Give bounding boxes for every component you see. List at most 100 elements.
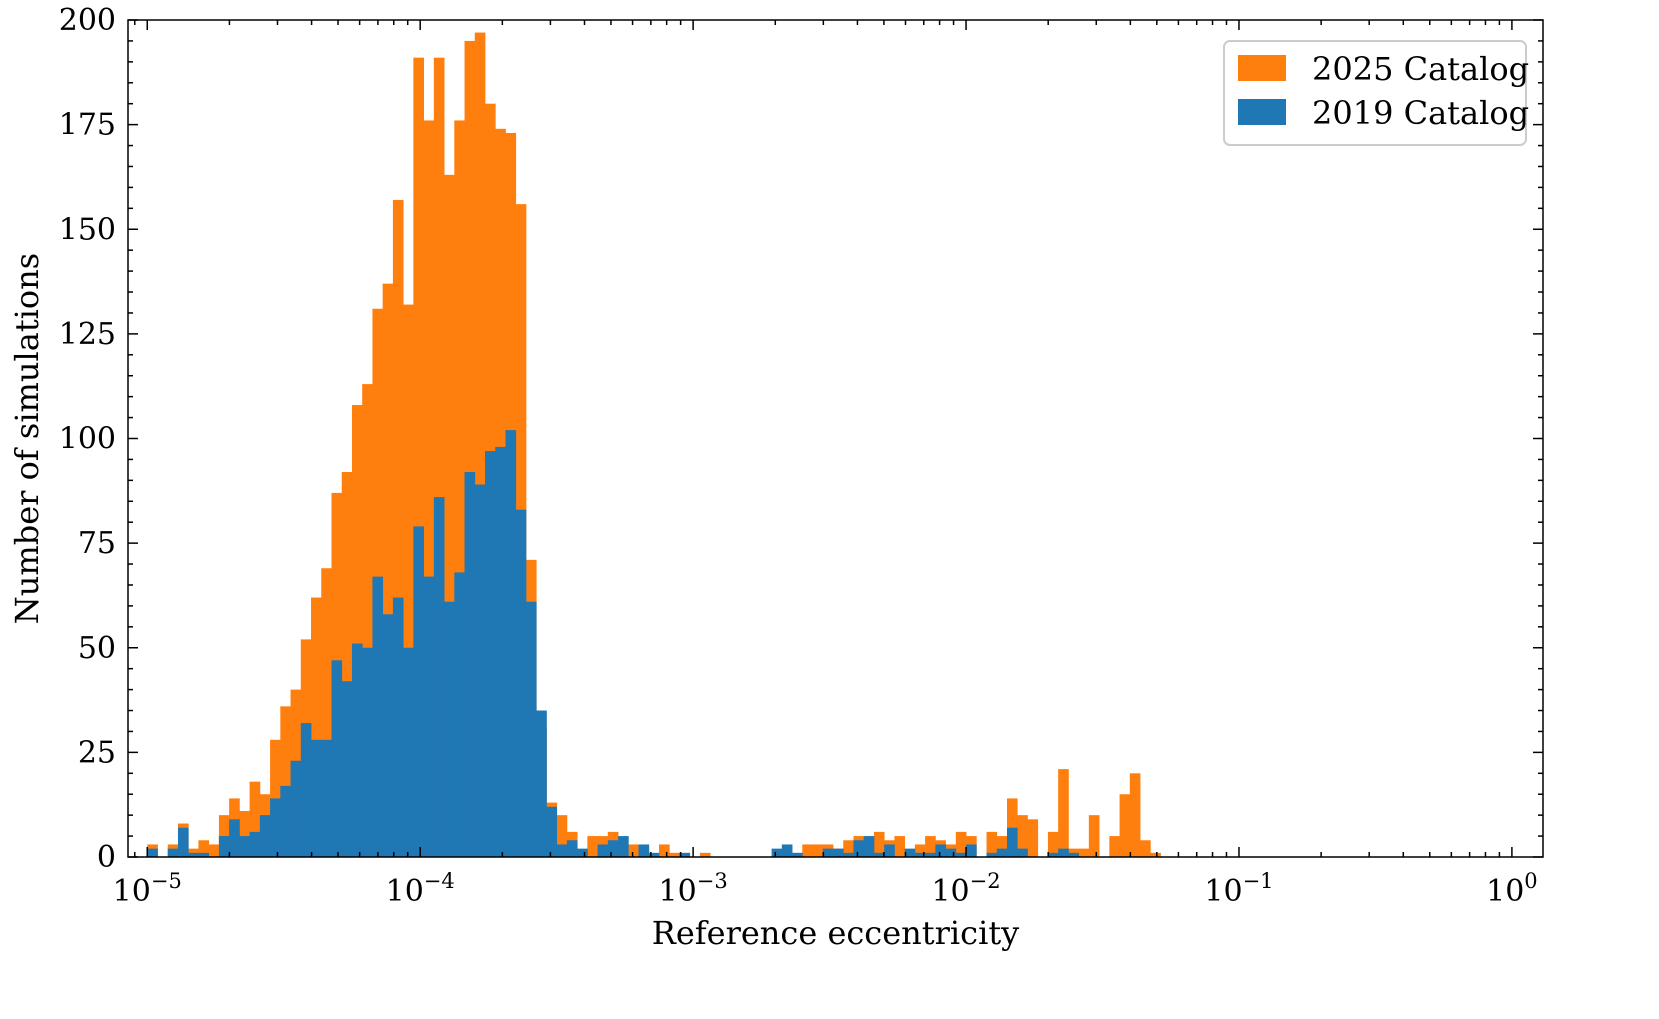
legend-label-2019-catalog: 2019 Catalog [1312, 94, 1529, 132]
bar-2019-catalog-16 [311, 739, 322, 857]
y-tick-label: 150 [59, 212, 116, 247]
bar-2025-catalog-76 [925, 836, 936, 857]
bar-2025-catalog-7 [218, 815, 230, 857]
bar-2025-catalog-97 [1140, 840, 1151, 857]
bar-2025-catalog-29 [444, 174, 455, 858]
x-tick-label: 10−3 [659, 869, 728, 909]
bar-2019-catalog-20 [351, 643, 363, 857]
bar-2025-catalog-95 [1119, 794, 1131, 857]
legend-label-2025-catalog: 2025 Catalog [1312, 50, 1529, 88]
bar-2019-catalog-62 [781, 844, 793, 857]
bar-2025-catalog-21 [362, 384, 373, 857]
bar-2019-catalog-75 [914, 852, 926, 857]
bar-2025-catalog-20 [351, 405, 363, 857]
bar-2019-catalog-27 [423, 576, 435, 857]
bar-2019-catalog-21 [362, 647, 373, 857]
bar-2025-catalog-19 [341, 471, 353, 857]
bar-2025-catalog-28 [433, 57, 445, 858]
bar-2025-catalog-85 [1017, 815, 1028, 857]
bar-2019-catalog-46 [618, 836, 629, 857]
bar-2019-catalog-80 [966, 844, 977, 857]
y-tick-label: 100 [59, 422, 116, 457]
bar-2025-catalog-75 [914, 844, 926, 857]
legend-swatch-2019-catalog [1238, 99, 1286, 125]
bar-2019-catalog-10 [249, 831, 261, 857]
bar-2019-catalog-78 [945, 848, 957, 857]
y-tick-label: 0 [97, 840, 116, 875]
y-tick-label: 175 [59, 108, 116, 143]
bar-2019-catalog-82 [986, 852, 998, 857]
bar-2025-catalog-51 [669, 852, 680, 857]
bar-2025-catalog-91 [1078, 848, 1090, 857]
bar-2025-catalog-65 [812, 844, 824, 857]
bar-2019-catalog-48 [638, 844, 650, 857]
bar-2019-catalog-7 [218, 836, 230, 857]
x-tick-label: 10−4 [386, 869, 455, 909]
bar-2025-catalog-73 [894, 836, 906, 857]
bar-2025-catalog-90 [1068, 848, 1080, 857]
bar-2019-catalog-38 [536, 710, 547, 857]
bar-2025-catalog-82 [986, 831, 998, 857]
x-axis-label: Reference eccentricity [652, 914, 1020, 952]
bar-2025-catalog-47 [628, 844, 639, 857]
y-axis-label: Number of simulations [8, 253, 46, 624]
legend: 2025 Catalog 2019 Catalog [1223, 40, 1529, 146]
bar-2019-catalog-14 [290, 760, 302, 857]
bar-2019-catalog-49 [648, 852, 660, 857]
bar-2019-catalog-37 [525, 601, 537, 857]
bar-2019-catalog-34 [495, 446, 506, 857]
bar-2025-catalog-83 [996, 836, 1008, 857]
bar-2025-catalog-5 [198, 840, 210, 857]
bar-2019-catalog-23 [382, 614, 394, 857]
bar-2025-catalog-50 [659, 844, 670, 857]
bar-2025-catalog-16 [311, 597, 322, 857]
bar-2019-catalog-18 [331, 660, 343, 857]
bar-2025-catalog-86 [1027, 819, 1039, 857]
bar-2019-catalog-2 [167, 848, 179, 857]
bar-2019-catalog-25 [403, 647, 414, 857]
bar-2025-catalog-26 [413, 57, 424, 858]
y-tick-label: 75 [78, 526, 116, 561]
bar-2025-catalog-89 [1058, 769, 1069, 857]
bar-2025-catalog-98 [1150, 852, 1161, 857]
series-2019-catalog-bars [147, 430, 1080, 857]
bar-2025-catalog-84 [1006, 798, 1018, 857]
series-2025-catalog-bars [147, 32, 1161, 858]
bar-2019-catalog-63 [792, 852, 803, 857]
bar-2019-catalog-67 [832, 848, 844, 857]
bar-2019-catalog-9 [239, 836, 251, 857]
bar-2019-catalog-74 [904, 848, 916, 857]
bar-2019-catalog-89 [1058, 848, 1069, 857]
bar-2025-catalog-13 [280, 706, 291, 857]
bar-2019-catalog-79 [955, 852, 967, 857]
bar-2025-catalog-4 [188, 848, 199, 857]
bar-2025-catalog-68 [843, 840, 854, 857]
x-tick-label: 10−1 [1204, 869, 1273, 909]
bar-2019-catalog-5 [198, 852, 210, 857]
bar-2019-catalog-44 [597, 844, 609, 857]
bar-2019-catalog-35 [505, 430, 517, 857]
x-tick-labels: 10−5 10−4 10−3 10−2 10−1 100 [113, 869, 1538, 909]
bar-2025-catalog-88 [1047, 831, 1059, 857]
bar-2025-catalog-17 [321, 568, 332, 857]
bar-2025-catalog-30 [454, 120, 465, 857]
bar-2025-catalog-32 [474, 32, 486, 858]
bar-2025-catalog-40 [556, 815, 568, 857]
bar-2019-catalog-52 [679, 852, 691, 857]
bar-2019-catalog-17 [321, 739, 332, 857]
bar-2025-catalog-9 [239, 810, 251, 857]
bar-2019-catalog-36 [515, 509, 527, 857]
bar-2019-catalog-26 [413, 526, 424, 857]
bar-2019-catalog-70 [863, 836, 875, 857]
bar-2019-catalog-41 [566, 840, 578, 857]
bar-2019-catalog-32 [474, 484, 486, 857]
bar-2019-catalog-72 [884, 844, 895, 857]
bar-2025-catalog-23 [382, 283, 394, 857]
bar-2019-catalog-29 [444, 601, 455, 857]
bar-2019-catalog-83 [996, 848, 1008, 857]
bar-2019-catalog-8 [229, 819, 240, 857]
bar-2019-catalog-30 [454, 572, 465, 857]
bar-2019-catalog-3 [177, 827, 189, 857]
bar-2019-catalog-45 [607, 840, 619, 857]
bar-2025-catalog-25 [403, 304, 414, 858]
